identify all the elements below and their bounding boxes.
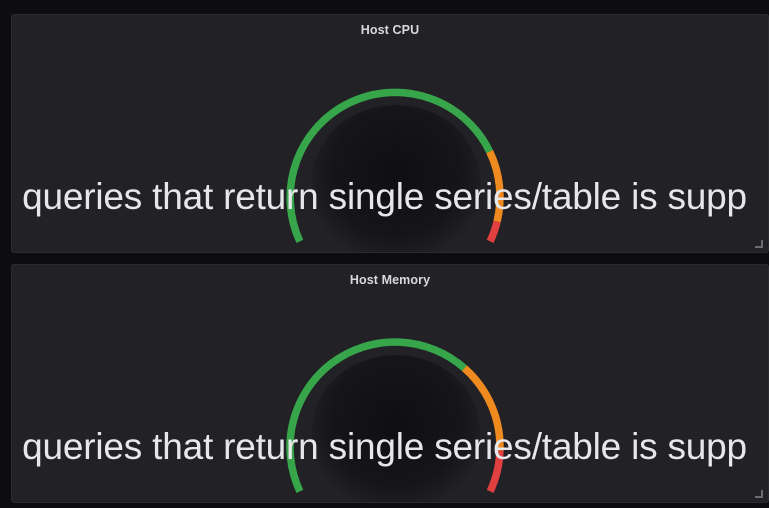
panel-host-cpu[interactable]: Host CPU bbox=[11, 14, 769, 253]
panel-title[interactable]: Host Memory bbox=[349, 273, 431, 287]
gauge-segment-orange bbox=[486, 150, 504, 223]
gauge-segment-green bbox=[286, 338, 467, 493]
gauge-arc-host-cpu bbox=[286, 88, 504, 243]
resize-corner-icon[interactable] bbox=[754, 489, 763, 498]
panel-header-host-memory[interactable]: Host Memory bbox=[12, 265, 768, 295]
gauge-segment-orange bbox=[461, 365, 504, 451]
panel-body-host-memory bbox=[12, 295, 768, 502]
gauge-segment-red bbox=[486, 450, 504, 493]
gauge-segment-red bbox=[486, 220, 501, 243]
panel-title[interactable]: Host CPU bbox=[360, 23, 420, 37]
panel-header-host-cpu[interactable]: Host CPU bbox=[12, 15, 768, 45]
gauge-host-cpu bbox=[12, 45, 768, 252]
resize-corner-icon[interactable] bbox=[754, 239, 763, 248]
panel-body-host-cpu bbox=[12, 45, 768, 252]
gauge-segment-green bbox=[286, 88, 494, 243]
gauge-host-memory bbox=[12, 295, 768, 502]
gauge-arc-host-memory bbox=[286, 338, 504, 493]
panel-host-memory[interactable]: Host Memory bbox=[11, 264, 769, 503]
